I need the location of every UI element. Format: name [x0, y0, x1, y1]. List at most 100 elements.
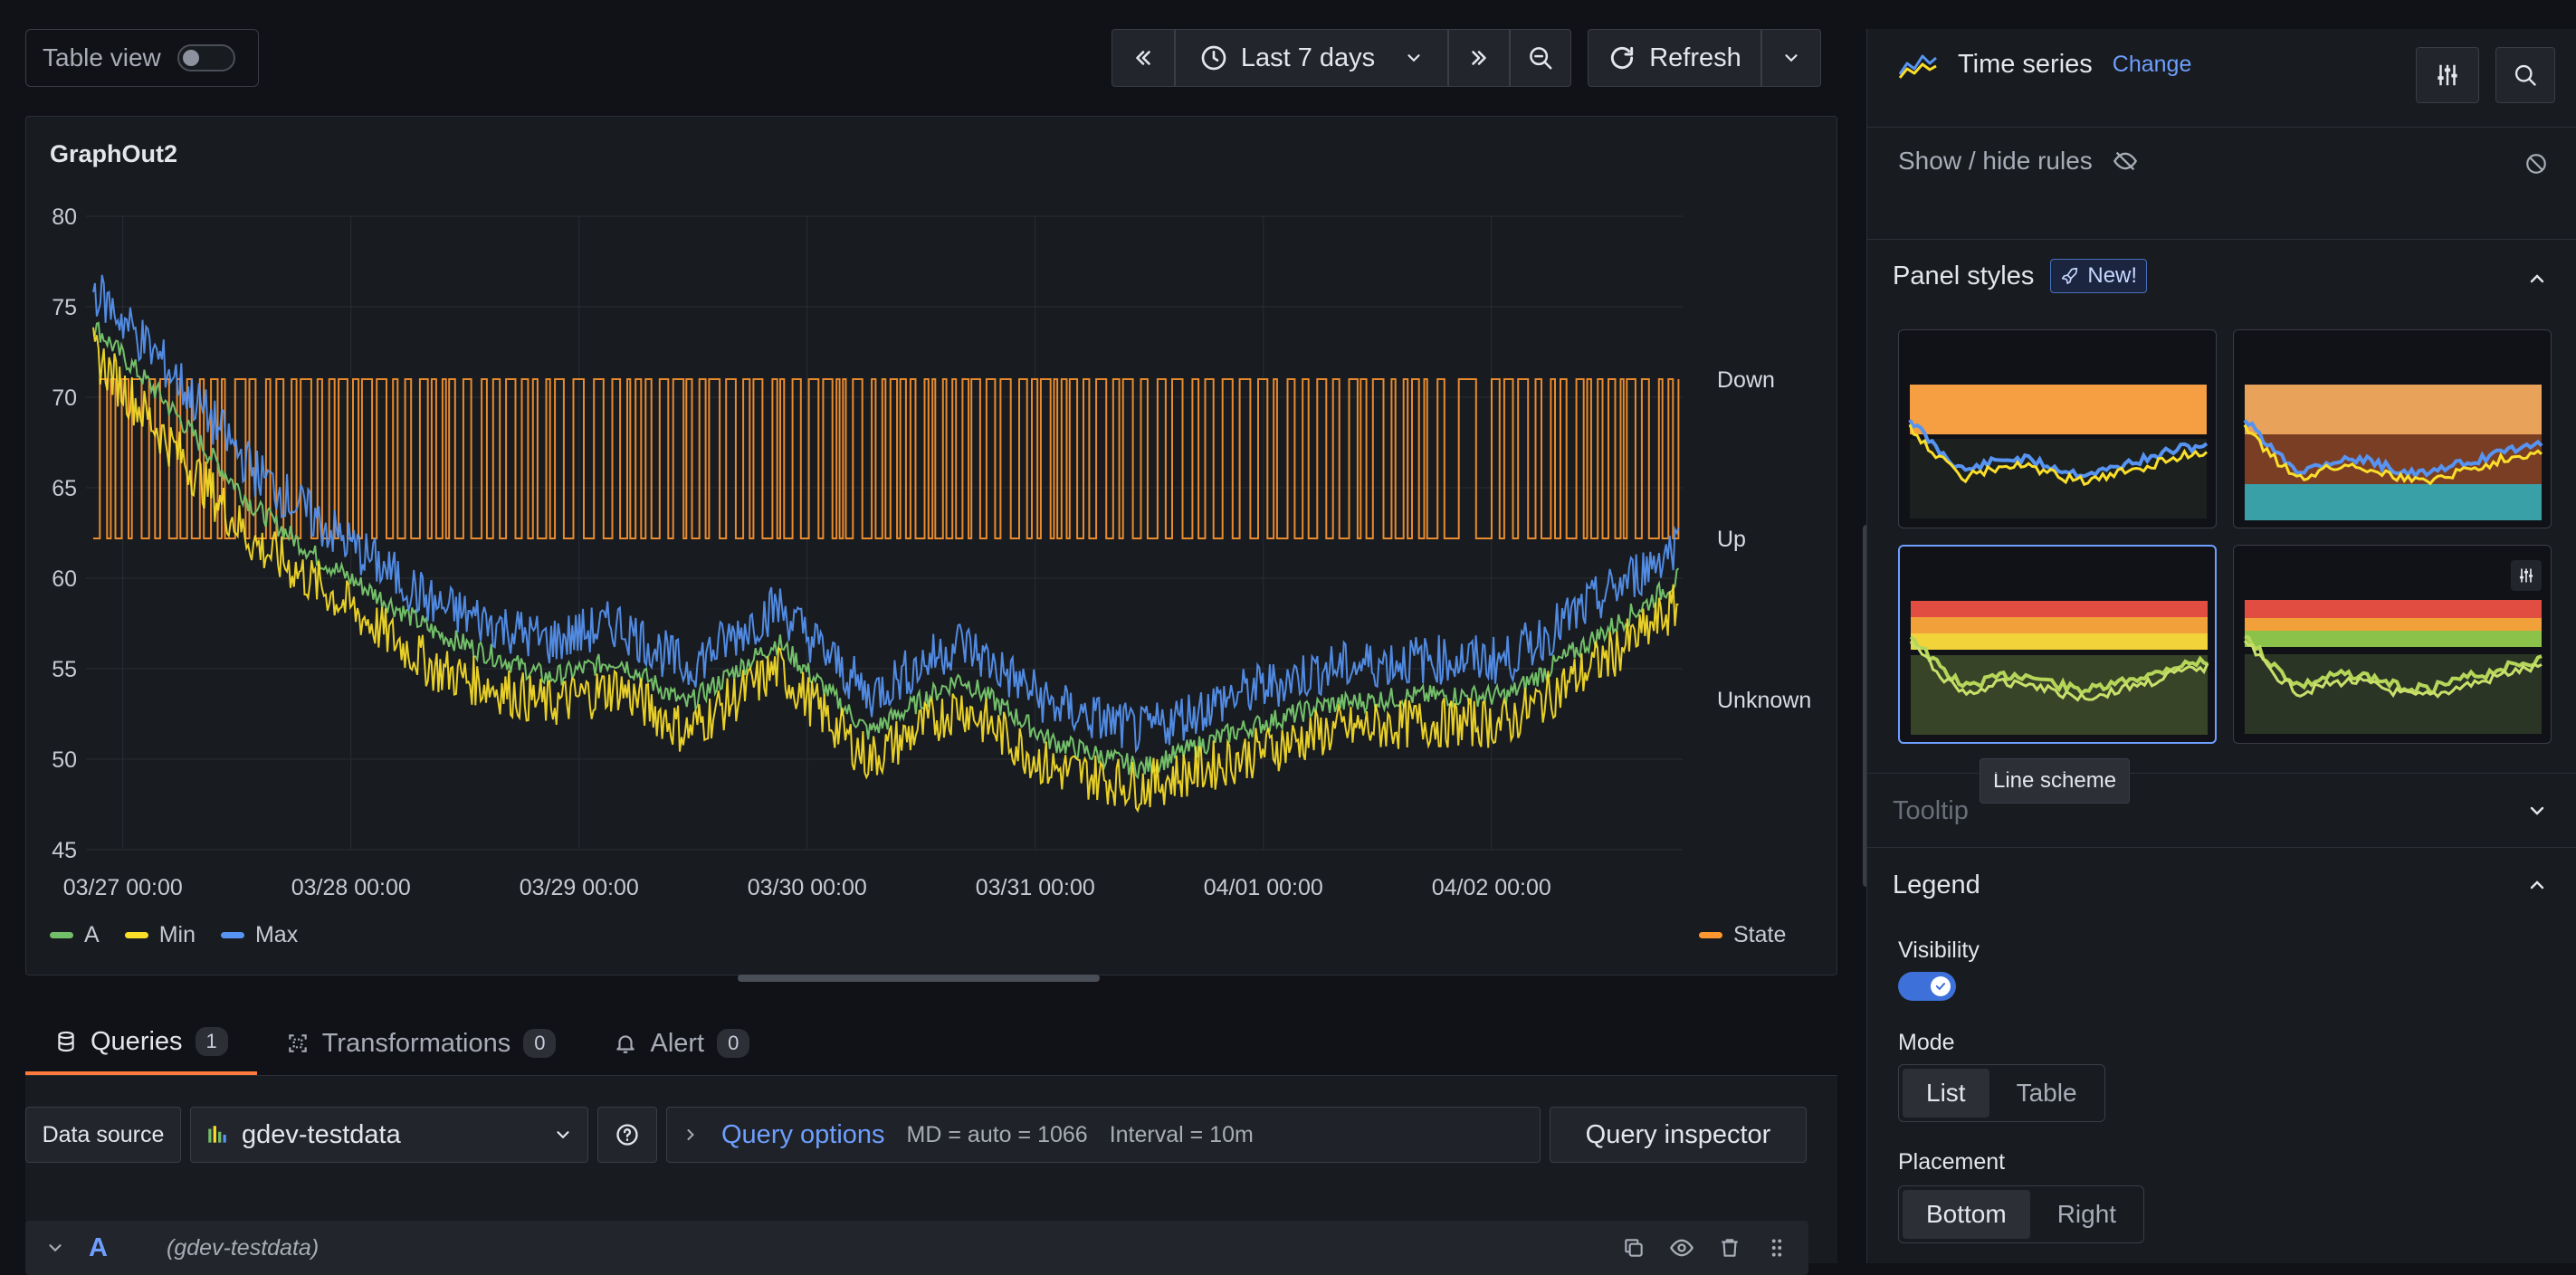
trash-icon[interactable] — [1718, 1236, 1741, 1260]
legend-item-max[interactable]: Max — [220, 922, 299, 948]
eye-slash-icon — [2113, 148, 2138, 174]
zoom-out-icon — [1527, 44, 1554, 71]
visibility-switch[interactable] — [1898, 972, 1956, 1001]
y-tick-label: 80 — [52, 205, 77, 230]
state-series-line — [93, 378, 1680, 539]
chevron-down-icon[interactable] — [45, 1238, 65, 1258]
refresh-interval-button[interactable] — [1761, 29, 1821, 87]
legend-label: Max — [254, 922, 299, 947]
viz-name: Time series — [1958, 49, 2093, 79]
data-source-picker[interactable]: gdev-testdata — [190, 1107, 588, 1163]
rocket-icon — [2060, 266, 2080, 286]
refresh-group: Refresh — [1588, 29, 1821, 87]
state-label: Down — [1717, 367, 1775, 393]
chevron-up-icon[interactable] — [2526, 268, 2548, 290]
legend-section-title[interactable]: Legend — [1893, 871, 1980, 899]
chevron-down-icon — [553, 1125, 573, 1145]
state-label: Unknown — [1717, 688, 1811, 713]
x-tick-label: 03/31 00:00 — [976, 875, 1095, 900]
data-source-help-button[interactable] — [597, 1107, 657, 1163]
time-series-chart[interactable]: 80 75 70 65 60 55 50 45 03/27 00:00 03/28 00:00 03… — [26, 117, 1838, 976]
query-inspector-button[interactable]: Query inspector — [1550, 1107, 1807, 1163]
tab-queries[interactable]: Queries 1 — [25, 1012, 257, 1075]
time-range-picker[interactable]: Last 7 days — [1175, 29, 1448, 87]
show-hide-rules[interactable]: Show / hide rules — [1898, 147, 2138, 176]
time-back-button[interactable] — [1111, 29, 1175, 87]
panel-styles-header[interactable]: Panel styles New! — [1893, 259, 2148, 293]
mode-option-table[interactable]: Table — [2016, 1079, 2077, 1107]
drag-handle-icon[interactable] — [1765, 1236, 1789, 1260]
tab-label: Queries — [91, 1026, 183, 1056]
panel-style-card-1[interactable] — [1898, 329, 2217, 528]
divider — [1867, 847, 2576, 848]
data-source-label: Data source — [25, 1107, 181, 1163]
double-chevron-right-icon — [1467, 46, 1491, 70]
database-icon — [54, 1030, 78, 1053]
placement-option-right[interactable]: Right — [2056, 1200, 2117, 1228]
change-viz-link[interactable]: Change — [2112, 51, 2192, 77]
placement-option-bottom[interactable]: Bottom — [1903, 1190, 2030, 1239]
zoom-out-button[interactable] — [1510, 29, 1571, 87]
sliders-icon[interactable] — [2511, 560, 2542, 591]
chevron-down-icon[interactable] — [2526, 800, 2548, 822]
query-toolbar: Data source gdev-testdata Query options … — [25, 1107, 1807, 1163]
time-series-viz-icon — [1898, 49, 1938, 80]
table-view-label: Table view — [43, 43, 161, 71]
new-badge-label: New! — [2087, 263, 2138, 288]
tab-count: 0 — [523, 1029, 557, 1058]
eye-icon[interactable] — [1669, 1235, 1694, 1261]
new-badge: New! — [2050, 259, 2148, 293]
divider — [1867, 127, 2576, 128]
search-options-button[interactable] — [2495, 47, 2555, 103]
data-source-value: gdev-testdata — [242, 1119, 401, 1149]
table-view-toggle[interactable]: Table view — [25, 29, 259, 87]
legend-item-state[interactable]: State — [1699, 922, 1786, 948]
refresh-icon — [1608, 43, 1636, 72]
panel-style-card-2[interactable] — [2233, 329, 2552, 528]
chevron-right-icon — [682, 1126, 700, 1144]
chevron-up-icon[interactable] — [2526, 874, 2548, 896]
tooltip-section-title[interactable]: Tooltip — [1893, 796, 1969, 825]
tab-alert[interactable]: Alert 0 — [585, 1012, 778, 1075]
copy-icon[interactable] — [1622, 1236, 1646, 1260]
panel-style-card-3[interactable] — [1898, 545, 2217, 744]
datasource-logo-icon — [205, 1123, 229, 1147]
x-tick-label: 03/30 00:00 — [748, 875, 867, 900]
table-view-switch[interactable] — [177, 44, 235, 71]
time-range-label: Last 7 days — [1240, 43, 1376, 72]
style-thumbnail — [1909, 601, 2209, 735]
panel-styles-title: Panel styles — [1893, 261, 2035, 290]
legend-item-min[interactable]: Min — [124, 922, 196, 948]
series-line-a — [92, 321, 1680, 780]
state-label: Up — [1717, 527, 1746, 552]
style-thumbnail — [2243, 600, 2543, 734]
double-chevron-left-icon — [1131, 46, 1155, 70]
tab-count: 0 — [717, 1029, 750, 1058]
tab-transformations[interactable]: Transformations 0 — [257, 1012, 586, 1075]
visibility-label: Visibility — [1898, 937, 1980, 963]
query-interval: Interval = 10m — [1109, 1121, 1254, 1147]
viz-picker[interactable]: Time series Change — [1898, 49, 2191, 80]
legend-label: State — [1733, 922, 1787, 947]
query-area: Data source gdev-testdata Query options … — [25, 1075, 1837, 1275]
sliders-icon — [2434, 62, 2461, 89]
y-tick-label: 70 — [52, 385, 77, 411]
horizontal-scrollbar[interactable] — [738, 975, 1100, 982]
circle-slash-icon[interactable] — [2524, 152, 2548, 176]
legend-swatch — [124, 932, 148, 938]
legend-item-a[interactable]: A — [50, 922, 100, 948]
refresh-button[interactable]: Refresh — [1588, 29, 1761, 87]
mode-label: Mode — [1898, 1030, 1955, 1055]
mode-option-list[interactable]: List — [1903, 1069, 1989, 1118]
query-options-bar[interactable]: Query options MD = auto = 1066 Interval … — [666, 1107, 1541, 1163]
y-tick-label: 50 — [52, 747, 77, 773]
divider — [1867, 239, 2576, 240]
panel-style-card-4[interactable] — [2233, 545, 2552, 744]
x-tick-label: 04/02 00:00 — [1432, 875, 1551, 900]
time-forward-button[interactable] — [1448, 29, 1510, 87]
legend-swatch — [50, 932, 73, 938]
editor-tabs: Queries 1 Transformations 0 Alert 0 — [25, 1012, 778, 1075]
legend-label: Min — [158, 922, 196, 947]
options-toggle-button[interactable] — [2416, 47, 2479, 103]
query-letter[interactable]: A — [89, 1232, 108, 1262]
